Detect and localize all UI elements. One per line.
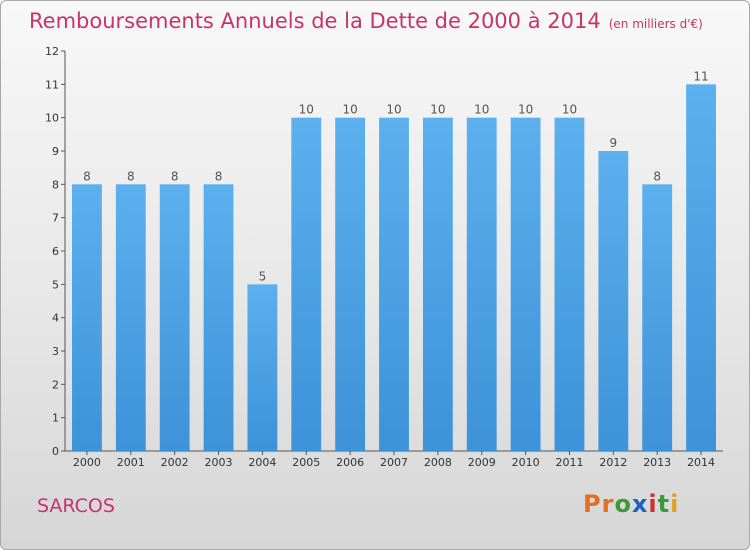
logo-letter: i [670,490,680,518]
y-tick-label: 0 [52,445,59,458]
data-label: 10 [562,103,577,117]
x-tick-label: 2007 [380,456,408,469]
logo-letter: x [631,490,649,518]
bar [466,117,497,452]
proxiti-logo: Proxiti [583,490,679,518]
data-label: 10 [474,103,489,117]
data-label: 9 [610,136,618,150]
x-tick-label: 2002 [161,456,189,469]
data-label: 8 [215,169,223,183]
chart-title: Remboursements Annuels de la Dette de 20… [29,9,703,33]
bar [159,184,190,452]
bar [422,117,453,452]
x-tick-label: 2013 [643,456,671,469]
bar [247,284,278,451]
x-tick-label: 2000 [73,456,101,469]
data-label: 8 [653,169,661,183]
bar [686,84,716,451]
y-tick-label: 11 [45,78,59,91]
y-tick-label: 12 [45,45,59,58]
x-tick-label: 2001 [117,456,145,469]
logo-letter: o [614,490,632,518]
logo-letter: r [601,490,615,518]
data-label: 5 [259,269,267,283]
y-tick-label: 10 [45,112,59,125]
y-tick-label: 3 [52,345,59,358]
data-label: 10 [430,103,445,117]
bar [642,184,673,452]
y-tick-label: 5 [52,278,59,291]
data-label: 10 [386,103,401,117]
y-tick-label: 2 [52,378,59,391]
y-tick-label: 9 [52,145,59,158]
bar [510,117,541,452]
data-label: 8 [127,169,135,183]
data-label: 8 [83,169,91,183]
y-tick-label: 6 [52,245,59,258]
bar [72,184,102,452]
bar [379,117,409,452]
chart-title-text: Remboursements Annuels de la Dette de 20… [29,9,601,33]
x-tick-label: 2003 [205,456,233,469]
chart-subtitle: (en milliers d'€) [608,17,703,31]
y-tick-label: 4 [52,312,59,325]
logo-letter: P [583,490,602,518]
y-tick-label: 7 [52,212,59,225]
commune-name: SARCOS [37,495,115,517]
logo-letter: t [657,490,671,518]
bar [203,184,234,452]
x-tick-label: 2012 [599,456,627,469]
x-tick-label: 2011 [555,456,583,469]
x-tick-label: 2010 [512,456,540,469]
data-label: 8 [171,169,179,183]
y-tick-label: 1 [52,412,59,425]
y-tick-label: 8 [52,178,59,191]
data-label: 10 [342,103,357,117]
bar [115,184,146,452]
bar [598,151,629,451]
data-label: 11 [693,69,708,83]
x-tick-label: 2008 [424,456,452,469]
x-tick-label: 2004 [248,456,276,469]
x-tick-label: 2014 [687,456,715,469]
bar [335,117,366,452]
logo-letter: i [648,490,658,518]
bar [291,117,322,452]
bar [554,117,585,452]
x-tick-label: 2006 [336,456,364,469]
data-label: 10 [518,103,533,117]
x-tick-label: 2005 [292,456,320,469]
x-tick-label: 2009 [468,456,496,469]
data-label: 10 [299,103,314,117]
